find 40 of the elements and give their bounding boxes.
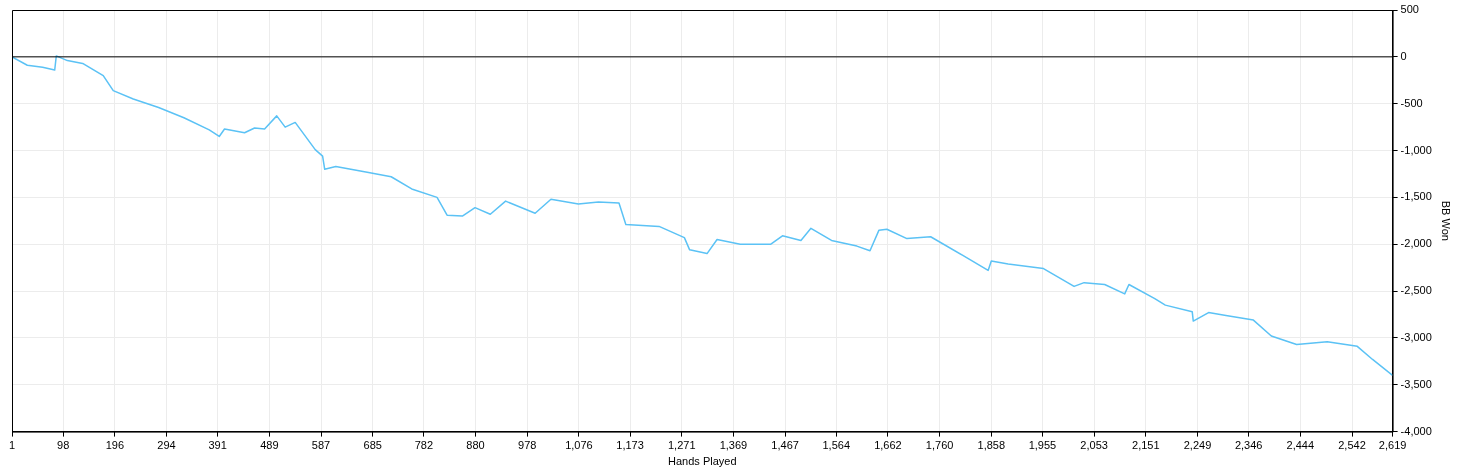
y-tick-label: -2,000 bbox=[1400, 237, 1432, 250]
x-tick-label: 391 bbox=[208, 439, 227, 452]
y-axis-title: BB Won bbox=[1440, 200, 1453, 241]
x-tick-label: 294 bbox=[157, 439, 176, 452]
y-tick-label: 0 bbox=[1400, 49, 1407, 62]
x-tick-label: 2,249 bbox=[1183, 439, 1212, 452]
x-tick-label: 880 bbox=[466, 439, 485, 452]
y-tick-label: -3,000 bbox=[1400, 330, 1432, 343]
x-tick-label: 489 bbox=[260, 439, 279, 452]
x-tick-label: 1,760 bbox=[925, 439, 954, 452]
x-tick-label: 1,858 bbox=[977, 439, 1006, 452]
x-tick-label: 1,271 bbox=[667, 439, 696, 452]
x-tick-label: 2,542 bbox=[1338, 439, 1366, 452]
y-tick-label: 500 bbox=[1400, 3, 1419, 16]
x-tick-label: 1,173 bbox=[616, 439, 644, 452]
x-tick-label: 1,467 bbox=[771, 439, 799, 452]
x-tick-label: 98 bbox=[57, 439, 70, 452]
x-tick-label: 2,053 bbox=[1080, 439, 1108, 452]
x-tick-label: 978 bbox=[518, 439, 537, 452]
y-tick-label: -4,000 bbox=[1400, 424, 1432, 437]
x-tick-label: 2,444 bbox=[1286, 439, 1315, 452]
x-tick-label: 2,151 bbox=[1132, 439, 1160, 452]
x-tick-label: 587 bbox=[311, 439, 331, 452]
x-tick-label: 196 bbox=[105, 439, 125, 452]
x-tick-label: 1,076 bbox=[565, 439, 593, 452]
x-tick-label: 1,662 bbox=[874, 439, 902, 452]
x-tick-label: 2,346 bbox=[1234, 439, 1263, 452]
x-tick-label: 1,955 bbox=[1028, 439, 1057, 452]
x-tick-label: 1 bbox=[8, 439, 16, 452]
x-tick-label: 2,619 bbox=[1378, 439, 1407, 452]
y-tick-label: -3,500 bbox=[1400, 377, 1432, 390]
y-tick-label: -1,500 bbox=[1400, 190, 1432, 203]
y-tick-label: -2,500 bbox=[1400, 284, 1432, 297]
x-axis-title: Hands Played bbox=[668, 455, 737, 468]
x-tick-label: 1,369 bbox=[719, 439, 748, 452]
y-tick-label: -1,000 bbox=[1400, 143, 1432, 156]
x-tick-label: 782 bbox=[414, 439, 434, 452]
x-tick-label: 1,564 bbox=[822, 439, 851, 452]
y-tick-label: -500 bbox=[1400, 96, 1423, 109]
x-tick-label: 685 bbox=[363, 439, 382, 452]
